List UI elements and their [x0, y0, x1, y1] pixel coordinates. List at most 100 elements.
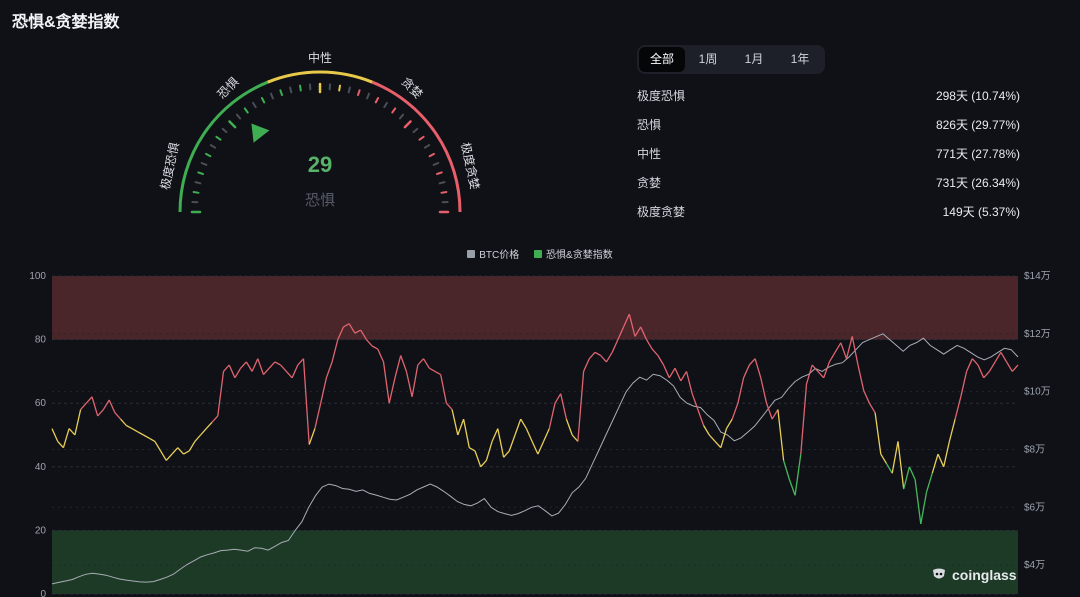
fear-greed-segment — [462, 418, 470, 448]
fear-greed-segment — [571, 434, 579, 442]
fear-greed-line — [51, 313, 1019, 525]
fear-greed-segment — [834, 342, 842, 353]
tab-1-week[interactable]: 1周 — [698, 52, 718, 66]
fear-greed-segment — [160, 450, 167, 461]
fear-greed-segment — [365, 339, 373, 347]
fear-greed-segment — [354, 329, 362, 334]
fear-greed-segment — [617, 326, 625, 340]
fear-greed-segment — [600, 355, 607, 363]
fear-greed-segment — [903, 466, 911, 490]
stat-value: 771天 (27.78%) — [935, 147, 1020, 161]
time-range-tabs: 全部 1周 1月 1年 — [637, 45, 825, 74]
y-tick-label-right: $12万 — [1024, 329, 1051, 340]
fear-greed-segment — [297, 358, 304, 366]
fear-greed-segment — [245, 361, 253, 372]
fear-greed-segment — [611, 339, 619, 353]
fear-greed-segment — [325, 361, 333, 379]
gauge-tick — [221, 127, 228, 134]
coinglass-logo: coinglass — [930, 566, 1017, 584]
fear-greed-segment — [725, 418, 733, 429]
fear-greed-segment — [114, 412, 122, 420]
fear-greed-segment — [371, 345, 379, 350]
fear-greed-segment — [897, 441, 905, 490]
fear-greed-segment — [880, 453, 888, 464]
fear-greed-segment — [874, 412, 882, 455]
fear-greed-segment — [800, 384, 808, 455]
fear-greed-segment — [154, 441, 162, 452]
fear-greed-segment — [623, 313, 630, 328]
chart-legend: BTC价格 恐惧&贪婪指数 — [0, 246, 1080, 261]
fear-greed-segment — [605, 351, 613, 363]
gauge-tick — [357, 89, 361, 96]
gauge-tick — [383, 101, 388, 109]
fear-greed-segment — [137, 431, 144, 436]
fear-greed-segment — [720, 428, 728, 448]
fear-greed-segment — [943, 441, 951, 467]
fear-greed-segment — [108, 399, 116, 413]
fear-greed-segment — [708, 434, 716, 442]
fear-greed-segment — [857, 364, 865, 391]
fear-greed-segment — [91, 396, 99, 417]
fear-greed-segment — [251, 358, 259, 372]
fear-greed-segment — [651, 348, 659, 356]
fear-greed-segment — [102, 399, 110, 410]
fear-greed-segment — [468, 447, 476, 452]
legend-item-index[interactable]: 恐惧&贪婪指数 — [534, 246, 613, 261]
fear-greed-segment — [514, 418, 522, 436]
fear-greed-segment — [445, 402, 453, 411]
gauge-arc-neutral — [267, 70, 373, 84]
gauge-tick — [412, 127, 419, 134]
gauge-tick — [436, 171, 443, 175]
fear-greed-segment — [645, 339, 653, 350]
gauge-arc-greed — [371, 80, 462, 213]
fear-greed-segment — [348, 323, 356, 334]
fear-greed-segment — [583, 358, 590, 372]
legend-label-index: 恐惧&贪婪指数 — [546, 250, 613, 261]
fear-greed-segment — [497, 428, 505, 458]
fear-greed-segment — [331, 339, 339, 363]
chart-zone — [52, 276, 1018, 340]
legend-item-btc[interactable]: BTC价格 — [467, 246, 519, 261]
fear-greed-segment — [828, 351, 836, 363]
fear-greed-segment — [394, 355, 402, 378]
fear-greed-segment — [291, 364, 299, 379]
fear-greed-segment — [840, 342, 848, 359]
fear-greed-segment — [737, 377, 745, 404]
fear-greed-segment — [302, 358, 310, 445]
fear-greed-segment — [543, 428, 550, 442]
gauge-tick — [209, 144, 217, 149]
tab-1-year[interactable]: 1年 — [790, 52, 810, 66]
fear-greed-segment — [805, 364, 813, 385]
chart-zone — [52, 530, 1018, 594]
fear-greed-segment — [954, 396, 962, 420]
fear-greed-segment — [765, 402, 773, 420]
y-axis-left: 0 20 40 60 80 100 — [29, 271, 46, 597]
tab-all[interactable]: 全部 — [639, 47, 685, 72]
fear-greed-segment — [411, 364, 419, 397]
fear-greed-segment — [382, 361, 390, 404]
fear-greed-segment — [920, 492, 928, 525]
gauge-tick — [338, 84, 341, 92]
fear-greed-segment — [760, 377, 768, 404]
fear-greed-segment — [171, 447, 179, 455]
fear-greed-segment — [474, 450, 482, 468]
fear-greed-segment — [594, 351, 602, 357]
fear-greed-segment — [983, 370, 990, 379]
gauge-tick — [299, 84, 302, 92]
fear-greed-segment — [680, 371, 688, 382]
fear-greed-segment — [485, 441, 493, 461]
gauge-label-extreme-greed: 极度贪婪 — [458, 141, 483, 191]
fear-greed-segment — [948, 418, 956, 442]
fear-greed-segment — [782, 460, 791, 480]
tab-1-month[interactable]: 1月 — [744, 52, 764, 66]
y-tick-label-right: $4万 — [1024, 560, 1045, 571]
fear-greed-segment — [674, 367, 682, 382]
fear-greed-segment — [211, 415, 219, 423]
fear-greed-segment — [451, 409, 459, 436]
fear-greed-segment — [565, 418, 573, 436]
fear-greed-segment — [308, 428, 316, 445]
fear-greed-segment — [863, 390, 870, 404]
fear-greed-segment — [491, 428, 499, 442]
stat-value: 298天 (10.74%) — [935, 89, 1020, 103]
fear-greed-segment — [434, 370, 442, 376]
